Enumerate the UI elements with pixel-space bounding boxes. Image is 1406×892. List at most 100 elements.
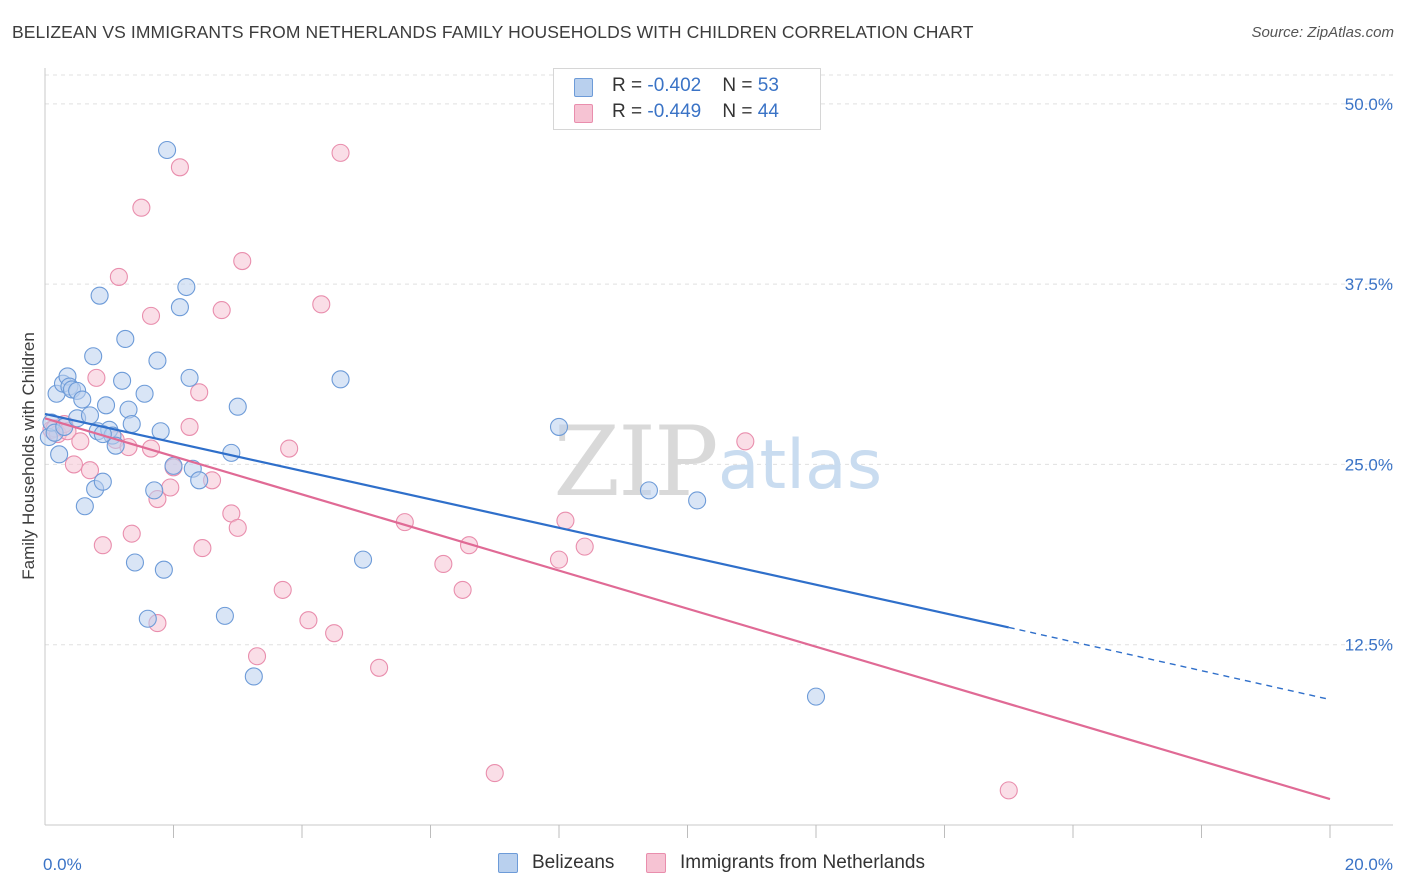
netherlands-point[interactable]: [325, 624, 344, 643]
gridlines: [45, 74, 1393, 646]
netherlands-point[interactable]: [575, 537, 594, 556]
belizeans-point[interactable]: [148, 351, 167, 370]
r-label: R =: [612, 101, 648, 122]
netherlands-point[interactable]: [93, 536, 112, 555]
n-label: N =: [722, 75, 758, 96]
belizeans-point[interactable]: [639, 481, 659, 500]
belizeans-point[interactable]: [190, 471, 209, 490]
belizeans-point[interactable]: [154, 560, 173, 579]
belizeans-point[interactable]: [90, 286, 109, 305]
r-value: -0.402: [647, 75, 702, 96]
belizeans-swatch: [498, 853, 518, 873]
netherlands-point[interactable]: [193, 539, 212, 558]
netherlands-point[interactable]: [132, 198, 151, 217]
netherlands-point[interactable]: [736, 432, 755, 451]
n-label: N =: [722, 101, 758, 122]
netherlands-point[interactable]: [233, 252, 252, 271]
belizeans-point[interactable]: [84, 347, 103, 366]
netherlands-point[interactable]: [170, 158, 189, 177]
axes: [44, 68, 1393, 838]
belizeans-point[interactable]: [331, 370, 350, 389]
netherlands-point[interactable]: [453, 580, 472, 599]
netherlands-point[interactable]: [549, 550, 569, 569]
netherlands-point[interactable]: [180, 417, 199, 436]
r-label: R =: [612, 75, 648, 96]
n-value: 53: [757, 75, 779, 96]
series-belizeans-points: [39, 140, 826, 706]
belizeans-point[interactable]: [138, 609, 157, 628]
netherlands-point[interactable]: [312, 295, 331, 314]
belizeans-trend-line: [44, 412, 1009, 629]
belizeans-point[interactable]: [158, 140, 177, 160]
belizeans-point[interactable]: [125, 553, 144, 572]
y-tick-label: 50.0%: [1345, 95, 1393, 114]
netherlands-point[interactable]: [87, 368, 106, 387]
y-tick-label: 25.0%: [1345, 455, 1393, 474]
belizeans-swatch: [574, 78, 593, 97]
netherlands-point[interactable]: [299, 611, 318, 630]
belizeans-point[interactable]: [50, 445, 69, 464]
belizeans-point[interactable]: [116, 329, 135, 348]
belizeans-point[interactable]: [549, 417, 569, 436]
correlation-legend: R = -0.402 N = 53 R = -0.449 N = 44: [553, 68, 821, 130]
y-tick-label: 12.5%: [1345, 636, 1393, 655]
y-tick-label: 37.5%: [1345, 275, 1393, 294]
netherlands-point[interactable]: [280, 439, 299, 458]
x-tick-labels: 0.0% 20.0%: [43, 855, 1393, 874]
belizeans-point[interactable]: [113, 371, 132, 390]
netherlands-point[interactable]: [273, 580, 292, 599]
belizeans-point[interactable]: [135, 384, 154, 403]
netherlands-point[interactable]: [161, 478, 180, 497]
belizeans-point[interactable]: [180, 368, 199, 387]
netherlands-point[interactable]: [141, 306, 161, 325]
n-value: 44: [757, 101, 779, 122]
legend-label-netherlands: Immigrants from Netherlands: [680, 852, 925, 873]
belizeans-point[interactable]: [80, 406, 100, 425]
legend-label-belizeans: Belizeans: [532, 852, 615, 873]
netherlands-point[interactable]: [109, 267, 128, 286]
netherlands-point[interactable]: [122, 524, 141, 543]
belizeans-point[interactable]: [145, 481, 164, 500]
belizeans-point[interactable]: [244, 667, 263, 686]
netherlands-swatch: [574, 104, 593, 123]
belizeans-point[interactable]: [75, 497, 94, 516]
belizeans-point[interactable]: [806, 687, 826, 706]
netherlands-trend-line: [44, 417, 1331, 801]
netherlands-point[interactable]: [71, 432, 90, 451]
netherlands-point[interactable]: [64, 455, 83, 474]
netherlands-point[interactable]: [212, 301, 231, 320]
belizeans-point[interactable]: [170, 298, 189, 317]
netherlands-point[interactable]: [434, 554, 453, 573]
belizeans-point[interactable]: [228, 397, 247, 416]
x-tick-label-max: 20.0%: [1345, 855, 1393, 874]
netherlands-point[interactable]: [228, 518, 247, 537]
chart-title: BELIZEAN VS IMMIGRANTS FROM NETHERLANDS …: [12, 22, 974, 42]
netherlands-point[interactable]: [190, 383, 209, 402]
netherlands-point[interactable]: [459, 536, 479, 555]
belizeans-point[interactable]: [73, 390, 92, 409]
netherlands-point[interactable]: [556, 511, 575, 530]
watermark: ZIP atlas: [553, 406, 882, 518]
belizeans-point[interactable]: [215, 606, 234, 625]
belizeans-point[interactable]: [96, 396, 116, 415]
belizeans-point[interactable]: [122, 414, 141, 434]
netherlands-point[interactable]: [370, 658, 389, 677]
belizeans-point[interactable]: [353, 550, 373, 569]
source-label: Source: ZipAtlas.com: [1251, 24, 1394, 41]
belizeans-point[interactable]: [177, 277, 196, 297]
netherlands-swatch: [646, 853, 666, 873]
y-tick-labels: 12.5% 25.0% 37.5% 50.0%: [1345, 95, 1393, 655]
trend-lines: [44, 412, 1331, 801]
netherlands-point[interactable]: [80, 461, 100, 480]
belizeans-point[interactable]: [93, 472, 112, 491]
belizeans-point[interactable]: [688, 491, 707, 510]
r-value: -0.449: [647, 101, 702, 122]
netherlands-point[interactable]: [999, 781, 1018, 800]
y-axis-label: Family Households with Children: [19, 332, 38, 580]
netherlands-point[interactable]: [331, 143, 350, 162]
netherlands-point[interactable]: [485, 764, 504, 783]
netherlands-point[interactable]: [247, 647, 267, 666]
belizeans-point[interactable]: [164, 456, 183, 475]
x-tick-label-min: 0.0%: [43, 855, 82, 874]
